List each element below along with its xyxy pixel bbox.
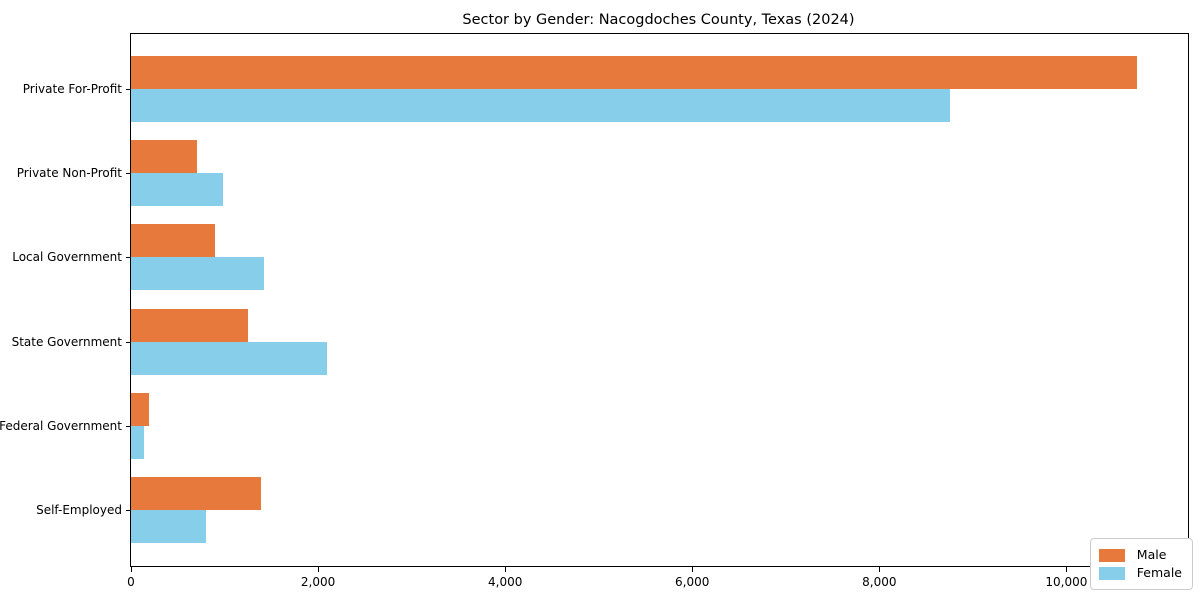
y-tick-mark: [126, 510, 131, 511]
legend-label-male: Male: [1136, 547, 1167, 562]
bar-female-local-government: [131, 257, 264, 290]
x-tick-mark: [318, 567, 320, 572]
x-axis-tick-label-4-000: 4,000: [488, 575, 523, 589]
y-axis-label-federal-government: Federal Government: [0, 419, 122, 433]
x-axis-tick-label-0: 0: [127, 575, 135, 589]
bar-male-private-non-profit: [131, 140, 197, 173]
x-tick-mark: [879, 567, 881, 572]
bar-male-self-employed: [131, 477, 261, 510]
bar-female-private-non-profit: [131, 173, 223, 206]
x-tick-mark: [1066, 567, 1068, 572]
y-axis-label-self-employed: Self-Employed: [36, 503, 122, 517]
bar-male-state-government: [131, 309, 248, 342]
x-tick-mark: [692, 567, 694, 572]
legend-swatch-male: [1098, 548, 1125, 562]
y-tick-mark: [126, 426, 131, 427]
y-tick-mark: [126, 342, 131, 343]
x-axis-tick-label-2-000: 2,000: [300, 575, 336, 589]
x-axis-tick-label-6-000: 6,000: [675, 575, 710, 589]
y-tick-mark: [126, 89, 131, 90]
bar-male-local-government: [131, 224, 216, 257]
y-axis-label-private-non-profit: Private Non-Profit: [16, 166, 122, 180]
y-tick-mark: [126, 173, 131, 174]
y-axis-label-state-government: State Government: [11, 335, 122, 349]
x-tick-mark: [131, 567, 132, 572]
bar-female-state-government: [131, 342, 328, 375]
y-axis-label-private-for-profit: Private For-Profit: [22, 82, 122, 96]
bar-female-federal-government: [131, 426, 144, 459]
x-tick-mark: [505, 567, 507, 572]
legend-item-female: Female: [1098, 564, 1182, 582]
bar-female-self-employed: [131, 510, 206, 543]
legend-swatch-female: [1098, 566, 1125, 580]
bar-male-private-for-profit: [131, 56, 1137, 89]
x-axis-tick-label-10-000: 10,000: [1045, 575, 1088, 589]
chart-title: Sector by Gender: Nacogdoches County, Te…: [462, 12, 855, 28]
y-tick-mark: [126, 257, 131, 258]
x-axis-tick-label-8-000: 8,000: [862, 575, 897, 589]
plot-area: Private For-Profit Private Non-Profit Loca…: [0, 33, 1189, 589]
y-axis-label-local-government: Local Government: [12, 250, 122, 264]
bar-female-private-for-profit: [131, 89, 950, 122]
legend-label-female: Female: [1136, 565, 1182, 580]
bar-male-federal-government: [131, 393, 149, 426]
legend-item-male: Male: [1098, 546, 1182, 564]
legend: Male Female: [1089, 538, 1193, 590]
